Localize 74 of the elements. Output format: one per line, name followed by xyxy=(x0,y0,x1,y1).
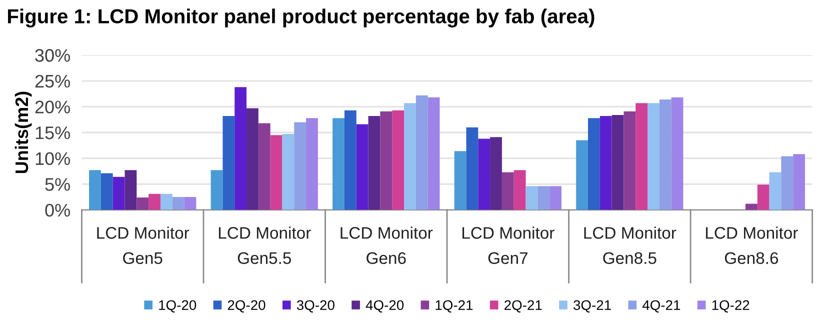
bar xyxy=(210,170,223,210)
bar xyxy=(416,95,428,210)
bar xyxy=(526,186,538,210)
bar xyxy=(659,99,672,210)
y-tick-label: 15% xyxy=(36,126,70,140)
y-tick-label: 25% xyxy=(35,74,70,88)
bar xyxy=(636,103,648,210)
y-tick-label: 5% xyxy=(45,178,70,191)
bar xyxy=(136,198,149,210)
bar xyxy=(112,176,125,210)
bar xyxy=(100,173,113,210)
bar xyxy=(148,194,160,210)
bar xyxy=(404,103,416,210)
legend-label: 3Q-20 xyxy=(296,300,334,313)
legend-label: 1Q-20 xyxy=(159,300,196,313)
bar xyxy=(648,103,660,210)
bar xyxy=(538,186,550,210)
bar xyxy=(258,123,270,210)
bar xyxy=(490,137,502,210)
bar xyxy=(222,116,235,210)
legend-label: 2Q-21 xyxy=(504,300,542,313)
x-tick-label: LCD Monitor Gen6 xyxy=(340,226,433,264)
bar xyxy=(478,138,490,210)
bar xyxy=(769,172,782,210)
bar xyxy=(160,194,172,210)
x-tick-label: LCD Monitor Gen7 xyxy=(462,226,554,264)
bar xyxy=(745,204,758,210)
bar xyxy=(576,140,588,210)
y-tick-label: 0% xyxy=(45,204,70,217)
x-tick-label: LCD Monitor Gen5 xyxy=(97,226,190,264)
bar xyxy=(344,110,356,210)
bar xyxy=(454,151,466,210)
legend-label: 1Q-21 xyxy=(436,300,473,313)
bar xyxy=(781,156,794,210)
bar xyxy=(671,97,684,210)
bar xyxy=(550,186,562,210)
x-tick-label: LCD Monitor Gen8.5 xyxy=(584,226,676,264)
x-tick-label: LCD Monitor Gen8.6 xyxy=(706,226,798,264)
bar xyxy=(514,170,526,210)
bar xyxy=(368,116,380,210)
bar xyxy=(793,154,806,210)
bar xyxy=(124,170,137,210)
legend-label: 4Q-21 xyxy=(642,300,680,313)
bar xyxy=(588,118,600,210)
bar xyxy=(89,170,101,210)
legend-label: 2Q-20 xyxy=(228,300,266,313)
legend-label: 4Q-20 xyxy=(366,300,404,313)
bar xyxy=(234,87,247,210)
bar xyxy=(757,184,770,210)
bar xyxy=(172,197,184,210)
legend-label: 1Q-22 xyxy=(712,300,750,313)
chart-title: Figure 1: LCD Monitor panel product percentage by fab (area) xyxy=(8,8,594,28)
bar xyxy=(466,127,478,210)
legend-label: 3Q-21 xyxy=(574,300,611,313)
y-tick-label: 30% xyxy=(35,49,70,62)
y-tick-label: 10% xyxy=(36,152,70,166)
bar xyxy=(306,118,318,210)
bar xyxy=(246,108,258,210)
bar xyxy=(502,172,514,210)
bar xyxy=(392,110,404,210)
bar xyxy=(624,111,636,210)
y-tick-label: 20% xyxy=(35,100,70,114)
bar xyxy=(270,135,282,210)
bar xyxy=(356,124,368,210)
bar xyxy=(380,111,392,210)
bar xyxy=(600,116,612,210)
bar xyxy=(282,134,294,210)
y-axis-title: Units(m2) xyxy=(14,92,32,174)
bar xyxy=(332,118,344,210)
bar xyxy=(428,97,440,210)
bar xyxy=(294,122,306,210)
bar xyxy=(612,114,624,210)
x-tick-label: LCD Monitor Gen5.5 xyxy=(218,226,311,264)
bar xyxy=(184,197,196,210)
